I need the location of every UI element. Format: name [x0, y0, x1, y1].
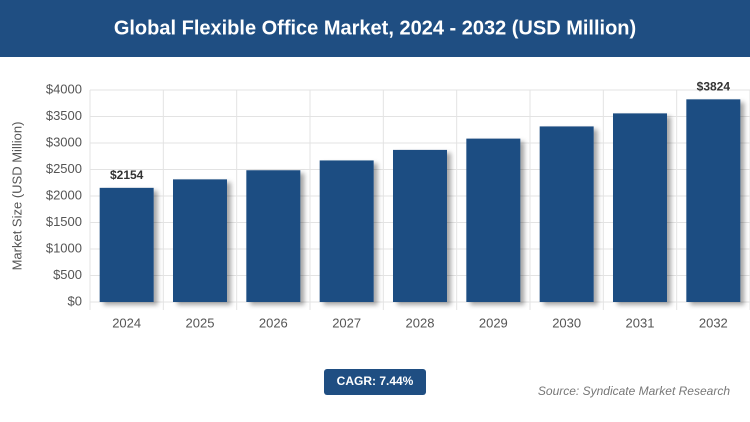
cagr-text: CAGR: 7.44%: [337, 374, 414, 388]
y-axis-label: Market Size (USD Million): [9, 122, 24, 271]
y-tick-label: $2500: [46, 161, 82, 176]
y-tick-label: $4000: [46, 81, 82, 96]
bar: [393, 149, 447, 302]
y-tick-label: $2000: [46, 187, 82, 202]
x-tick-label: 2027: [332, 315, 361, 330]
bar: [99, 187, 154, 302]
data-label: $3824: [697, 79, 731, 93]
bar: [539, 126, 594, 302]
bar: [613, 113, 667, 302]
y-tick-label: $0: [68, 293, 82, 308]
y-tick-label: $3500: [46, 108, 82, 123]
source-text: Source: Syndicate Market Research: [538, 384, 730, 398]
chart-title: Global Flexible Office Market, 2024 - 20…: [114, 17, 636, 39]
x-tick-label: 2025: [186, 315, 215, 330]
x-tick-label: 2028: [406, 315, 435, 330]
y-tick-label: $500: [53, 267, 82, 282]
bar: [466, 138, 521, 302]
x-tick-label: 2032: [699, 315, 728, 330]
x-tick-label: 2031: [626, 315, 655, 330]
x-tick-label: 2029: [479, 315, 508, 330]
header-band: [0, 0, 750, 57]
y-tick-label: $3000: [46, 134, 82, 149]
bar: [246, 170, 301, 302]
bar: [319, 160, 374, 302]
x-tick-label: 2024: [112, 315, 141, 330]
y-tick-label: $1500: [46, 214, 82, 229]
x-tick-label: 2030: [552, 315, 581, 330]
y-tick-label: $1000: [46, 240, 82, 255]
data-label: $2154: [110, 168, 144, 182]
bar: [686, 99, 741, 302]
x-tick-label: 2026: [259, 315, 288, 330]
bar: [173, 179, 227, 302]
cagr-badge: [324, 369, 426, 395]
